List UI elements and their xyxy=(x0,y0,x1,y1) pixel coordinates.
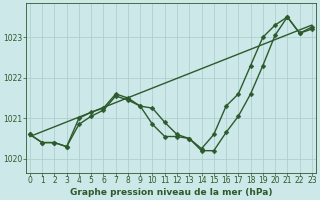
X-axis label: Graphe pression niveau de la mer (hPa): Graphe pression niveau de la mer (hPa) xyxy=(70,188,272,197)
